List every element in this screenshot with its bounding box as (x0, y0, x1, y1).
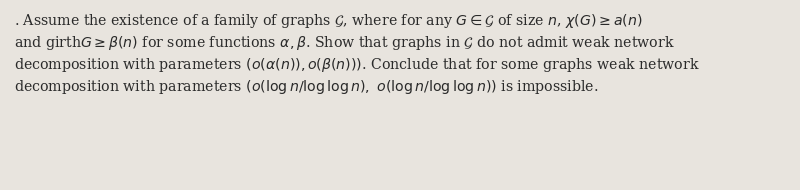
Text: and girth$G \geq \beta(n)$ for some functions $\alpha, \beta$. Show that graphs : and girth$G \geq \beta(n)$ for some func… (14, 34, 674, 52)
Text: decomposition with parameters $(o(\log n/\log \log n),\ o(\log n/\log \log n))$ : decomposition with parameters $(o(\log n… (14, 78, 598, 96)
Text: decomposition with parameters $(o(\alpha(n)), o(\beta(n)))$. Conclude that for s: decomposition with parameters $(o(\alpha… (14, 56, 700, 74)
Text: . Assume the existence of a family of graphs $\mathcal{G}$, where for any $G \in: . Assume the existence of a family of gr… (14, 12, 642, 30)
